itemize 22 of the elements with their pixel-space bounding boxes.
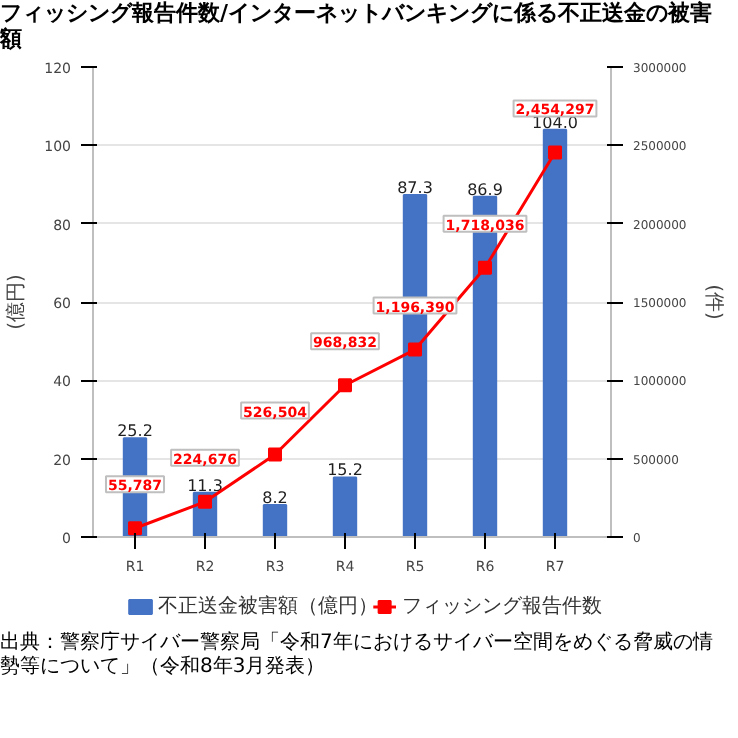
y-axis-title: (億円): [4, 274, 29, 330]
y2-axis-title: (件): [702, 284, 725, 320]
point: [478, 260, 492, 275]
source-note: 出典：警察庁サイバー警察局「令和7年におけるサイバー空間をめぐる脅威の情勢等について」（令和8年3月発表）: [0, 632, 715, 680]
point: [408, 342, 422, 357]
legend-label: フィッシング報告件数: [401, 594, 602, 618]
bar: [542, 128, 568, 537]
point: [198, 494, 212, 509]
data-label: 25.2: [117, 422, 153, 441]
bar: [262, 503, 288, 537]
chart-title: フィッシング報告件数/インターネットバンキングに係る不正送金の被害額: [0, 0, 715, 52]
data-label: 11.3: [187, 476, 223, 495]
data-label: 86.9: [467, 180, 503, 199]
point: [338, 378, 352, 393]
data-label: 15.2: [327, 461, 363, 480]
data-label: 8.2: [262, 488, 288, 507]
point: [548, 145, 562, 160]
point: [268, 447, 282, 462]
bar: [332, 476, 358, 537]
data-label: 87.3: [397, 179, 433, 198]
point: [128, 521, 142, 536]
legend-label: 不正送金被害額（億円）: [157, 594, 378, 618]
